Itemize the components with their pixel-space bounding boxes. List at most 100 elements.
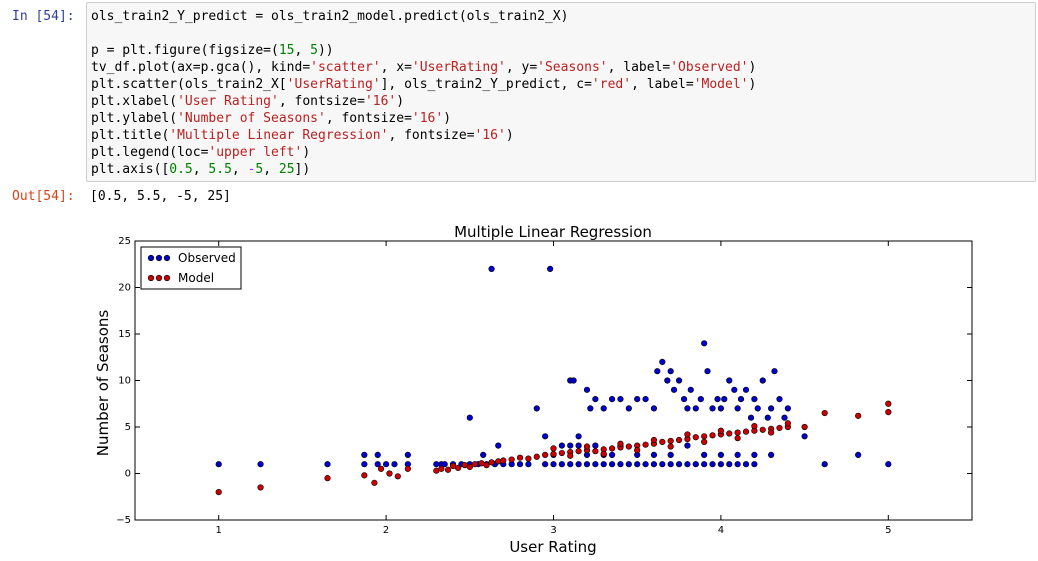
data-point: [600, 461, 607, 468]
legend-observed-label: Observed: [178, 251, 236, 265]
data-point: [659, 461, 666, 468]
code-line: tv_df.plot(ax=p.gca(), kind='scatter', x…: [91, 60, 757, 75]
data-point: [567, 452, 574, 459]
data-point: [751, 422, 758, 430]
data-point: [692, 405, 699, 412]
data-point: [608, 461, 616, 468]
legend-box: [140, 246, 242, 290]
y-tick-label: 15: [118, 329, 131, 340]
data-point: [583, 386, 591, 393]
data-point: [391, 461, 398, 468]
data-point: [654, 368, 661, 375]
data-point: [525, 461, 532, 468]
data-point: [885, 400, 892, 407]
data-point: [592, 396, 599, 403]
legend-dot: [155, 274, 163, 282]
data-point: [404, 465, 411, 472]
data-point: [642, 461, 649, 468]
data-point: [374, 461, 381, 468]
data-point: [764, 414, 771, 421]
data-point: [587, 405, 594, 412]
x-tick-label: 1: [216, 525, 222, 536]
output-text: [0.5, 5.5, -5, 25]: [90, 189, 231, 204]
data-point: [726, 461, 733, 468]
data-point: [734, 435, 741, 442]
data-point: [667, 443, 674, 450]
data-point: [324, 461, 331, 468]
data-point: [801, 433, 808, 440]
x-tick-label: 3: [550, 525, 556, 536]
data-point: [592, 461, 599, 468]
data-point: [717, 461, 725, 468]
code-input-area[interactable]: ols_train2_Y_predict = ols_train2_model.…: [86, 2, 1036, 182]
data-point: [697, 396, 704, 403]
data-point: [575, 461, 582, 468]
data-point: [717, 405, 725, 412]
chart-title: Multiple Linear Regression: [454, 223, 652, 241]
data-point: [667, 461, 674, 468]
data-point: [575, 448, 582, 455]
data-point: [709, 405, 716, 412]
data-point: [361, 451, 368, 459]
data-point: [667, 437, 674, 445]
data-point: [885, 461, 892, 468]
data-point: [634, 447, 641, 454]
data-point: [704, 368, 711, 375]
data-point: [650, 436, 658, 444]
data-point: [717, 427, 725, 434]
data-point: [466, 414, 473, 421]
data-point: [525, 455, 532, 462]
data-point: [759, 377, 766, 384]
data-point: [659, 358, 666, 366]
y-tick-label: 10: [118, 376, 131, 387]
code-line: plt.legend(loc='upper left'): [91, 145, 311, 160]
data-point: [701, 340, 708, 347]
legend: Observed Model: [140, 246, 242, 290]
data-point: [361, 461, 368, 468]
data-point: [675, 461, 683, 468]
code-line: plt.xlabel('User Rating', fontsize='16'): [91, 94, 405, 109]
data-point: [324, 475, 331, 482]
data-point: [759, 426, 766, 433]
data-point: [617, 461, 624, 468]
y-tick-label: 20: [118, 283, 131, 294]
data-point: [751, 396, 758, 403]
data-point: [377, 465, 385, 472]
data-point: [617, 396, 624, 403]
data-point: [731, 386, 738, 393]
data-point: [742, 428, 750, 435]
legend-dot: [163, 254, 171, 262]
data-point: [438, 465, 445, 472]
data-point: [680, 396, 688, 403]
data-point: [215, 489, 222, 496]
data-point: [386, 470, 393, 477]
data-point: [533, 453, 540, 460]
legend-dot: [147, 274, 155, 282]
x-axis-label: User Rating: [509, 538, 596, 556]
data-point: [754, 405, 761, 412]
data-point: [592, 442, 599, 449]
data-point: [575, 442, 582, 449]
data-point: [550, 461, 557, 468]
data-point: [684, 461, 691, 468]
data-point: [374, 451, 381, 459]
code-editor[interactable]: ols_train2_Y_predict = ols_train2_model.…: [91, 8, 756, 178]
data-point: [742, 461, 750, 468]
data-point: [600, 405, 607, 412]
data-point: [567, 461, 574, 468]
data-point: [734, 429, 741, 436]
data-point: [709, 432, 716, 439]
data-point: [675, 377, 683, 384]
data-point: [642, 396, 649, 403]
data-point: [659, 438, 666, 445]
code-line: plt.axis([0.5, 5.5, -5, 25]): [91, 162, 311, 177]
data-point: [625, 443, 632, 450]
data-point: [550, 445, 557, 452]
data-point: [488, 265, 495, 273]
data-point: [701, 438, 708, 445]
data-point: [567, 442, 574, 449]
data-point: [516, 454, 524, 461]
data-point: [394, 473, 401, 480]
data-point: [404, 451, 411, 459]
data-point: [495, 458, 502, 465]
